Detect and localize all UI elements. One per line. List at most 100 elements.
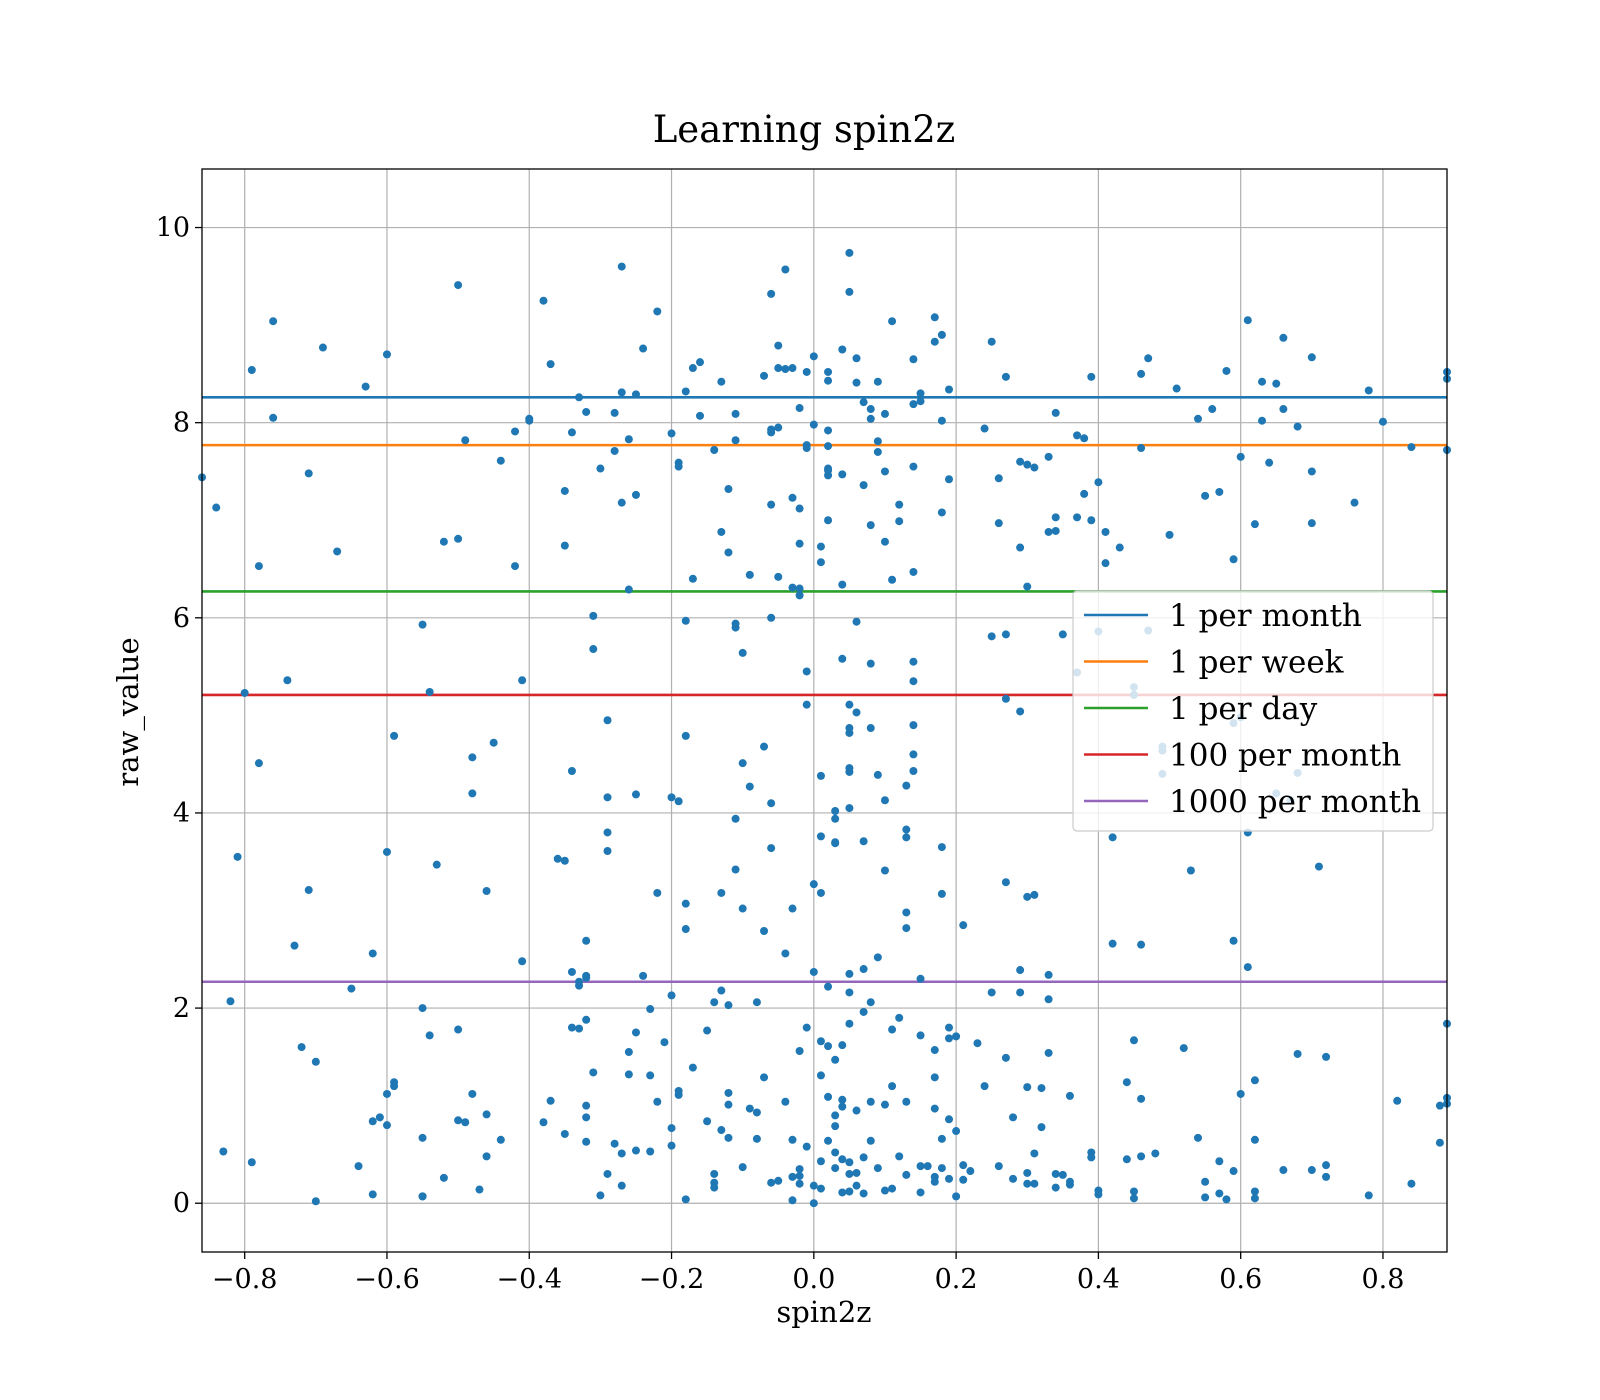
data-point [831, 1111, 840, 1120]
data-point [809, 880, 818, 889]
data-point [852, 1181, 861, 1190]
data-point [816, 1037, 825, 1046]
data-point [674, 458, 683, 467]
data-point [795, 1171, 804, 1180]
data-point [966, 1167, 975, 1176]
data-point [916, 1031, 925, 1040]
data-point [603, 828, 612, 837]
data-point [610, 446, 619, 455]
data-point [1350, 498, 1359, 507]
data-point [838, 1188, 847, 1197]
data-point [511, 562, 520, 571]
data-point [375, 1113, 384, 1122]
data-point [852, 1168, 861, 1177]
data-point [1435, 1101, 1444, 1110]
data-point [674, 797, 683, 806]
legend: 1 per month 1 per week 1 per day 100 per mo… [1072, 590, 1434, 832]
data-point [1201, 1177, 1210, 1186]
data-point [610, 1139, 619, 1148]
data-point [667, 991, 676, 1000]
data-point [845, 248, 854, 257]
data-point [596, 1191, 605, 1200]
data-point [1250, 1135, 1259, 1144]
data-point [880, 1186, 889, 1195]
data-point [582, 936, 591, 945]
data-point [767, 289, 776, 298]
data-point [845, 1187, 854, 1196]
data-point [774, 341, 783, 350]
data-point [852, 378, 861, 387]
data-point [816, 1071, 825, 1080]
data-point [454, 534, 463, 543]
data-point [1030, 1179, 1039, 1188]
data-point [1001, 1053, 1010, 1062]
data-point [539, 296, 548, 305]
data-point [987, 988, 996, 997]
grid-layer [202, 169, 1447, 1252]
data-point [824, 1092, 833, 1101]
data-point [838, 470, 847, 479]
data-point [1137, 1094, 1146, 1103]
data-point [1044, 970, 1053, 979]
data-point [1250, 520, 1259, 529]
data-point [681, 731, 690, 740]
data-point [382, 1089, 391, 1098]
data-point [902, 1097, 911, 1106]
data-point [567, 766, 576, 775]
data-point [738, 648, 747, 657]
data-point [895, 517, 904, 526]
data-point [902, 908, 911, 917]
data-point [382, 350, 391, 359]
data-point [802, 700, 811, 709]
data-point [809, 967, 818, 976]
data-point [646, 1147, 655, 1156]
data-point [916, 974, 925, 983]
data-point [795, 591, 804, 600]
y-tick-label: 0 [173, 1188, 190, 1219]
data-point [880, 1100, 889, 1109]
data-point [1435, 1138, 1444, 1147]
data-point [888, 317, 897, 326]
data-point [624, 585, 633, 594]
data-point [738, 904, 747, 913]
data-point [1307, 467, 1316, 476]
data-point [1322, 1052, 1331, 1061]
data-point [1265, 458, 1274, 467]
data-point [468, 789, 477, 798]
data-point [254, 562, 263, 571]
data-point [760, 742, 769, 751]
data-point [575, 1024, 584, 1033]
data-point [1129, 1194, 1138, 1203]
data-point [1051, 1169, 1060, 1178]
data-point [1215, 1189, 1224, 1198]
data-point [1023, 460, 1032, 469]
data-point [660, 1038, 669, 1047]
data-point [909, 462, 918, 471]
data-point [945, 1034, 953, 1043]
data-point [290, 941, 299, 950]
data-point [454, 1025, 463, 1034]
data-point [667, 1124, 676, 1133]
data-point [333, 547, 342, 556]
data-point [952, 1032, 961, 1041]
data-point [617, 498, 626, 507]
data-point [639, 344, 648, 353]
data-point [596, 464, 605, 473]
x-tick-label: 0.8 [1361, 1264, 1404, 1295]
y-tick-label: 2 [173, 993, 190, 1024]
data-point [866, 414, 875, 423]
data-point [831, 1122, 840, 1131]
data-point [1243, 963, 1252, 972]
data-point [724, 1133, 733, 1142]
data-point [816, 542, 825, 551]
y-axis-label: raw_value [111, 637, 146, 786]
data-point [994, 474, 1003, 483]
data-point [425, 1031, 434, 1040]
data-point [1001, 878, 1010, 887]
data-point [859, 398, 868, 407]
data-point [603, 846, 612, 855]
data-point [1001, 372, 1010, 381]
data-point [873, 770, 882, 779]
data-point [781, 265, 790, 274]
